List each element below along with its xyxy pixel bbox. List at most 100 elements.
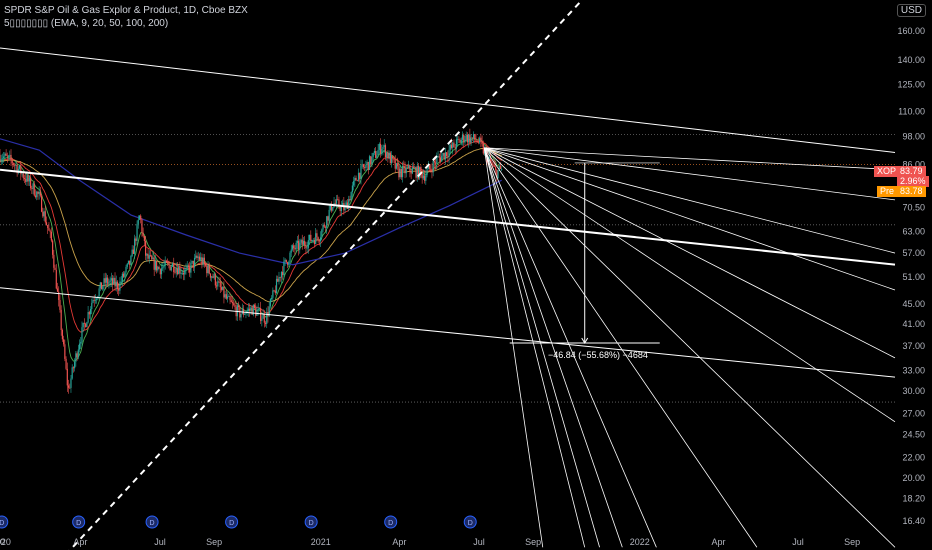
candle-body	[240, 313, 242, 318]
candle-body	[432, 160, 434, 173]
candle-body	[326, 216, 328, 228]
candle-body	[103, 278, 105, 287]
candle-body	[56, 288, 59, 292]
candle-body	[18, 165, 21, 169]
candle-body	[45, 222, 48, 225]
candle-body	[496, 169, 498, 179]
candle-body	[114, 277, 116, 287]
candle-body	[438, 156, 440, 158]
candle-body	[397, 163, 399, 167]
candle-body	[12, 163, 15, 165]
price-scale-label: 41.00	[902, 319, 925, 329]
candle-body	[251, 307, 253, 315]
candle-body	[315, 233, 317, 245]
candle-body	[282, 271, 284, 276]
candle-body	[491, 162, 493, 165]
fan-line	[484, 147, 896, 254]
candle-body	[382, 146, 384, 149]
candle-body	[359, 172, 361, 179]
candle-body	[345, 202, 347, 206]
candle-body	[455, 139, 458, 149]
candle-body	[211, 276, 213, 278]
price-scale-label: 98.00	[902, 132, 925, 142]
fan-line	[484, 147, 896, 201]
candle-body	[410, 171, 412, 174]
candle-body	[162, 267, 164, 269]
candle-body	[383, 145, 385, 147]
candle-body	[277, 278, 279, 282]
candle-body	[454, 147, 456, 149]
candle-body	[160, 268, 163, 275]
candle-body	[92, 299, 94, 303]
candle-body	[403, 165, 405, 167]
candle-body	[247, 308, 249, 311]
currency-button[interactable]: USD	[896, 4, 926, 17]
candle-body	[501, 168, 503, 170]
candle-body	[344, 205, 346, 211]
candle-body	[448, 149, 450, 157]
candle-body	[33, 183, 35, 196]
candle-body	[427, 165, 429, 170]
candle-body	[99, 282, 101, 289]
candle-body	[75, 353, 77, 362]
candle-body	[295, 242, 297, 250]
candle-body	[379, 143, 382, 154]
candle-body	[215, 285, 218, 287]
candle-body	[342, 203, 344, 206]
candle-body	[306, 247, 308, 249]
candle-body	[55, 269, 57, 289]
candle-body	[9, 154, 11, 156]
candle-body	[457, 139, 459, 140]
dividend-marker-icon	[463, 515, 477, 529]
candle-body	[272, 290, 274, 298]
candle-body	[137, 219, 139, 224]
candle-body	[493, 165, 495, 167]
candle-body	[426, 169, 428, 176]
candle-body	[250, 307, 252, 311]
candle-body	[273, 290, 275, 292]
candle-body	[229, 296, 231, 301]
fan-line	[483, 147, 600, 548]
candle-body	[207, 265, 209, 274]
candle-body	[297, 240, 300, 250]
candle-body	[21, 173, 23, 175]
candle-body	[271, 297, 273, 300]
candle-body	[476, 141, 478, 143]
candle-body	[339, 207, 341, 211]
candle-body	[109, 280, 111, 283]
candle-body	[66, 368, 68, 386]
candle-body	[233, 303, 235, 305]
candle-body	[411, 167, 413, 174]
candle-body	[88, 312, 90, 315]
candle-body	[399, 168, 401, 178]
candle-body	[433, 160, 435, 163]
fan-line	[484, 147, 896, 171]
price-scale-label: 22.00	[902, 453, 925, 463]
candle-body	[460, 139, 462, 143]
candle-body	[319, 237, 322, 242]
candle-body	[239, 307, 241, 318]
fan-line	[483, 147, 758, 548]
candle-body	[492, 164, 494, 166]
candle-body	[81, 327, 83, 342]
candle-body	[175, 268, 177, 273]
candle-body	[249, 308, 251, 311]
candle-body	[118, 288, 120, 291]
candle-body	[193, 257, 196, 268]
candle-body	[468, 134, 470, 143]
symbol-title[interactable]: SPDR S&P Oil & Gas Explor & Product, 1D,…	[4, 5, 248, 16]
candle-body	[157, 266, 159, 271]
candle-body	[390, 155, 393, 164]
candle-body	[58, 291, 60, 301]
dividend-marker-icon	[304, 515, 318, 529]
indicator-legend[interactable]: 5▯▯▯▯▯▯▯ (EMA, 9, 20, 50, 100, 200)	[4, 18, 169, 29]
candle-body	[494, 166, 497, 170]
candle-body	[422, 175, 424, 179]
candle-body	[481, 141, 483, 144]
candle-body	[140, 215, 142, 220]
candle-body	[156, 260, 158, 271]
candle-body	[38, 191, 40, 194]
candle-body	[313, 240, 316, 245]
candle-body	[23, 178, 26, 179]
